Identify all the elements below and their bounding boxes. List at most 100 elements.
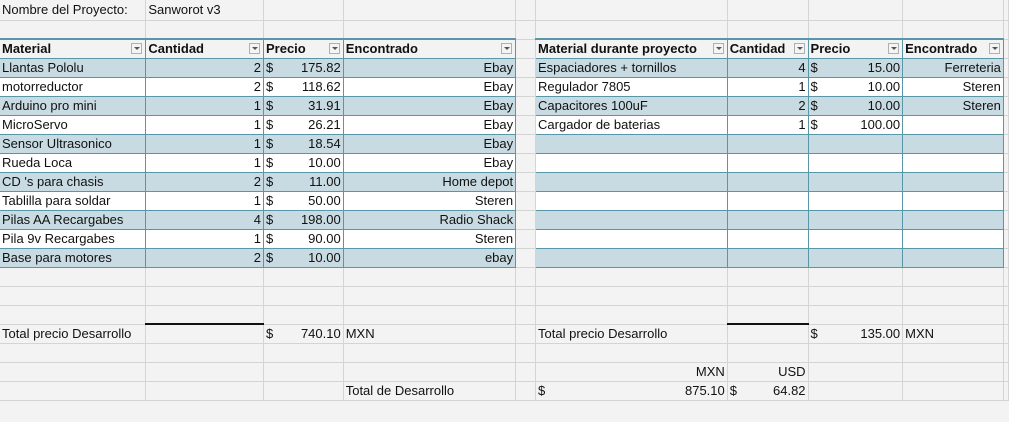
encontrado-cell[interactable]: ebay [343,248,517,268]
precio-during-cell[interactable]: $10.00 [808,96,904,116]
cantidad-cell[interactable]: 1 [145,96,264,116]
project-label[interactable]: Nombre del Proyecto: [0,0,147,21]
precio-cell[interactable]: $31.91 [263,96,344,116]
cell[interactable] [902,381,1004,401]
cell[interactable] [515,229,537,249]
cell[interactable] [263,381,344,401]
cantidad-during-cell[interactable]: 2 [727,96,809,116]
material-cell[interactable]: Arduino pro mini [0,96,147,116]
material-during-cell[interactable]: Cargador de baterias [535,115,728,135]
cell[interactable] [0,381,147,401]
cell[interactable] [1003,267,1009,287]
precio-cell[interactable]: $10.00 [263,248,344,268]
encontrado-during-cell[interactable] [902,115,1004,135]
cantidad-during-cell[interactable] [727,229,809,249]
cell[interactable] [515,39,537,59]
cell[interactable] [515,134,537,154]
precio-cell[interactable]: $198.00 [263,210,344,230]
cell[interactable] [535,267,728,287]
precio-cell[interactable]: $26.21 [263,115,344,135]
cell[interactable] [1003,229,1009,249]
left-total-label[interactable]: Total precio Desarrollo [0,324,147,344]
filter-dropdown-icon[interactable] [131,43,143,54]
cell[interactable] [0,305,147,325]
material-cell[interactable]: MicroServo [0,115,147,135]
cell[interactable] [1003,248,1009,268]
cell[interactable] [145,20,264,40]
cell[interactable] [515,343,537,363]
cell[interactable] [515,381,537,401]
precio-cell[interactable]: $118.62 [263,77,344,97]
encontrado-during-cell[interactable] [902,191,1004,211]
mxn-header[interactable]: MXN [535,362,728,382]
material-during-cell[interactable] [535,229,728,249]
header-material[interactable]: Material [0,38,147,59]
encontrado-cell[interactable]: Radio Shack [343,210,517,230]
encontrado-during-cell[interactable] [902,153,1004,173]
cell[interactable] [808,343,904,363]
cell[interactable] [535,286,728,306]
left-total-value[interactable]: $740.10 [263,324,344,344]
right-total-value[interactable]: $135.00 [808,324,904,344]
cell[interactable] [535,0,728,21]
cell[interactable] [0,20,147,40]
cantidad-during-cell[interactable]: 1 [727,77,809,97]
cell[interactable] [727,305,809,325]
cell[interactable] [0,362,147,382]
cell[interactable] [515,210,537,230]
cell[interactable] [343,20,517,40]
header-encontrado-during[interactable]: Encontrado [902,38,1004,59]
cell[interactable] [263,343,344,363]
material-during-cell[interactable] [535,191,728,211]
cantidad-cell[interactable]: 1 [145,134,264,154]
filter-dropdown-icon[interactable] [248,43,260,54]
cell[interactable] [343,0,517,21]
cell[interactable] [1003,210,1009,230]
cell[interactable] [263,20,344,40]
cell[interactable] [1003,324,1009,344]
cell[interactable] [902,286,1004,306]
material-during-cell[interactable] [535,153,728,173]
cantidad-cell[interactable]: 1 [145,115,264,135]
cell[interactable] [0,267,147,287]
cell[interactable] [145,305,264,325]
cell[interactable] [808,381,904,401]
cell[interactable] [263,286,344,306]
precio-during-cell[interactable]: $100.00 [808,115,904,135]
cell[interactable] [263,362,344,382]
cell[interactable] [145,343,264,363]
precio-during-cell[interactable] [808,248,904,268]
encontrado-cell[interactable]: Home depot [343,172,517,192]
cell[interactable] [1003,0,1009,21]
cell[interactable] [343,267,517,287]
material-during-cell[interactable]: Regulador 7805 [535,77,728,97]
cantidad-during-cell[interactable]: 4 [727,58,809,78]
cell[interactable] [1003,381,1009,401]
precio-cell[interactable]: $90.00 [263,229,344,249]
usd-header[interactable]: USD [727,362,809,382]
cell[interactable] [515,286,537,306]
cell[interactable] [145,362,264,382]
cell[interactable] [1003,96,1009,116]
encontrado-cell[interactable]: Ebay [343,153,517,173]
cell[interactable] [515,115,537,135]
header-precio-during[interactable]: Precio [808,38,904,59]
precio-during-cell[interactable]: $10.00 [808,77,904,97]
grand-total-mxn[interactable]: $875.10 [535,381,728,401]
cell[interactable] [727,323,809,344]
cell[interactable] [515,267,537,287]
cell[interactable] [535,343,728,363]
encontrado-during-cell[interactable]: Ferreteria [902,58,1004,78]
material-cell[interactable]: Rueda Loca [0,153,147,173]
cell[interactable] [515,305,537,325]
filter-dropdown-icon[interactable] [793,43,805,54]
precio-during-cell[interactable] [808,134,904,154]
cell[interactable] [1003,77,1009,97]
filter-dropdown-icon[interactable] [988,43,1000,54]
precio-cell[interactable]: $18.54 [263,134,344,154]
cell[interactable] [145,267,264,287]
cell[interactable] [1003,39,1009,59]
cell[interactable] [1003,172,1009,192]
cell[interactable] [515,58,537,78]
filter-dropdown-icon[interactable] [501,43,513,54]
